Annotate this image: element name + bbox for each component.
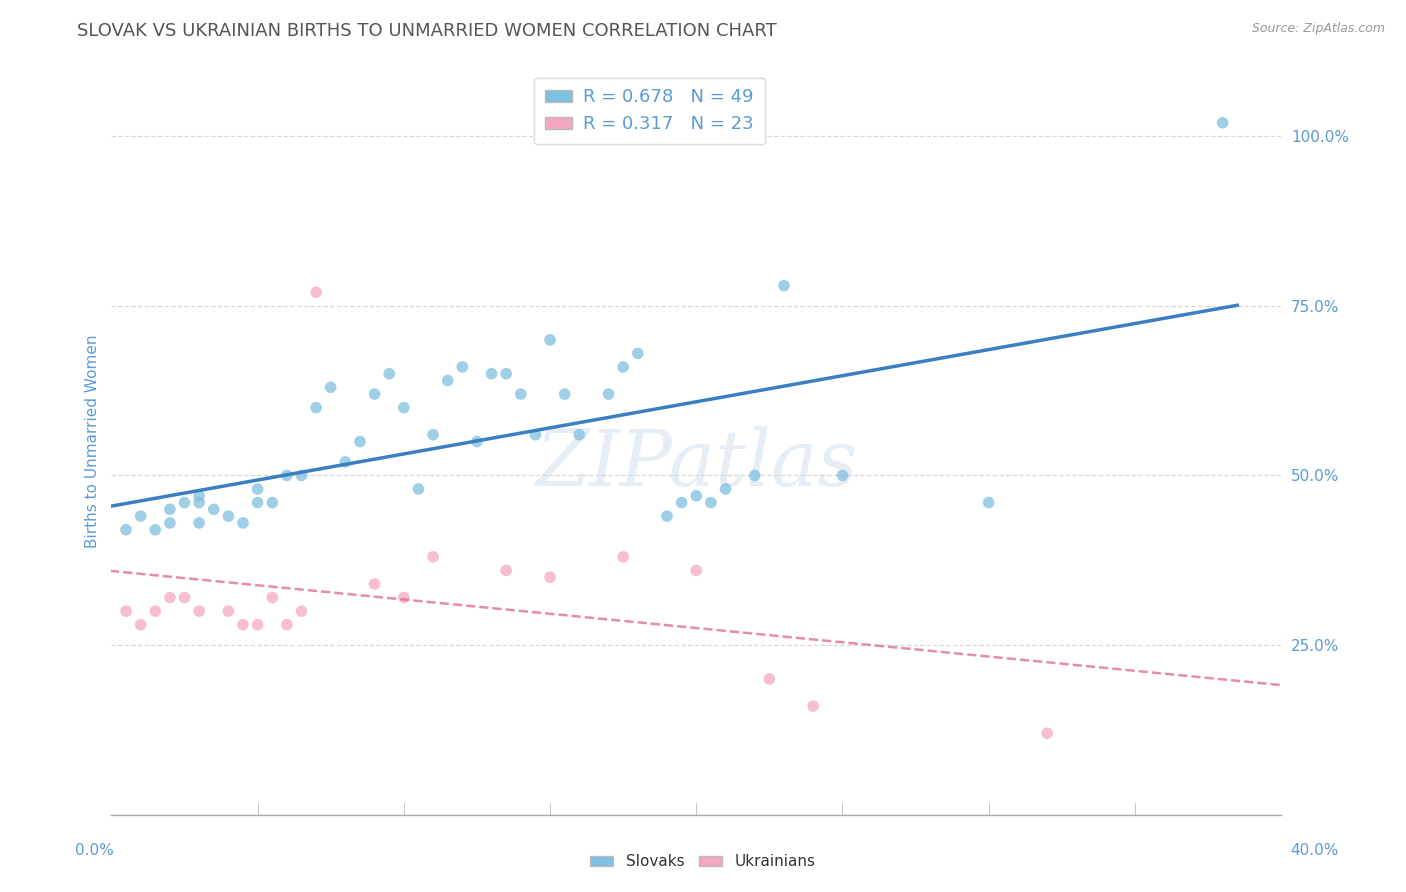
Point [246,495,269,509]
Point [392,591,415,605]
Text: SLOVAK VS UKRAINIAN BIRTHS TO UNMARRIED WOMEN CORRELATION CHART: SLOVAK VS UKRAINIAN BIRTHS TO UNMARRIED … [77,22,778,40]
Point [173,495,195,509]
Point [436,374,458,388]
Point [305,285,328,300]
Point [655,509,678,524]
Point [685,489,707,503]
Text: ZIPatlas: ZIPatlas [536,425,858,502]
Point [700,495,723,509]
Point [554,387,576,401]
Point [143,604,166,618]
Point [378,367,401,381]
Point [1212,116,1234,130]
Text: 0.0%: 0.0% [75,843,114,858]
Point [335,455,357,469]
Point [465,434,488,449]
Point [159,516,181,530]
Point [612,359,634,374]
Point [481,367,503,381]
Point [773,278,796,293]
Point [262,495,284,509]
Point [246,617,269,632]
Point [143,523,166,537]
Point [349,434,371,449]
Point [422,549,444,564]
Point [495,563,517,577]
Point [671,495,693,509]
Point [290,604,312,618]
Point [744,468,766,483]
Legend: Slovaks, Ukrainians: Slovaks, Ukrainians [585,848,821,875]
Point [538,570,561,584]
Point [129,617,152,632]
Point [246,482,269,496]
Point [714,482,737,496]
Text: Source: ZipAtlas.com: Source: ZipAtlas.com [1251,22,1385,36]
Point [305,401,328,415]
Point [217,604,239,618]
Point [232,617,254,632]
Point [276,468,298,483]
Point [188,489,211,503]
Point [627,346,650,360]
Point [159,591,181,605]
Point [831,468,853,483]
Point [568,427,591,442]
Text: 40.0%: 40.0% [1291,843,1339,858]
Point [1036,726,1059,740]
Point [319,380,342,394]
Point [422,427,444,442]
Point [129,509,152,524]
Point [276,617,298,632]
Point [451,359,474,374]
Point [115,604,138,618]
Legend: R = 0.678   N = 49, R = 0.317   N = 23: R = 0.678 N = 49, R = 0.317 N = 23 [534,78,765,145]
Point [202,502,225,516]
Point [524,427,547,442]
Point [188,604,211,618]
Point [408,482,430,496]
Point [801,699,824,714]
Point [598,387,620,401]
Point [538,333,561,347]
Point [188,516,211,530]
Point [495,367,517,381]
Point [363,577,385,591]
Point [685,563,707,577]
Point [758,672,780,686]
Point [173,591,195,605]
Point [232,516,254,530]
Point [977,495,1000,509]
Point [115,523,138,537]
Point [217,509,239,524]
Point [509,387,531,401]
Point [612,549,634,564]
Point [188,495,211,509]
Point [262,591,284,605]
Point [363,387,385,401]
Point [159,502,181,516]
Y-axis label: Births to Unmarried Women: Births to Unmarried Women [86,334,100,549]
Point [290,468,312,483]
Point [392,401,415,415]
